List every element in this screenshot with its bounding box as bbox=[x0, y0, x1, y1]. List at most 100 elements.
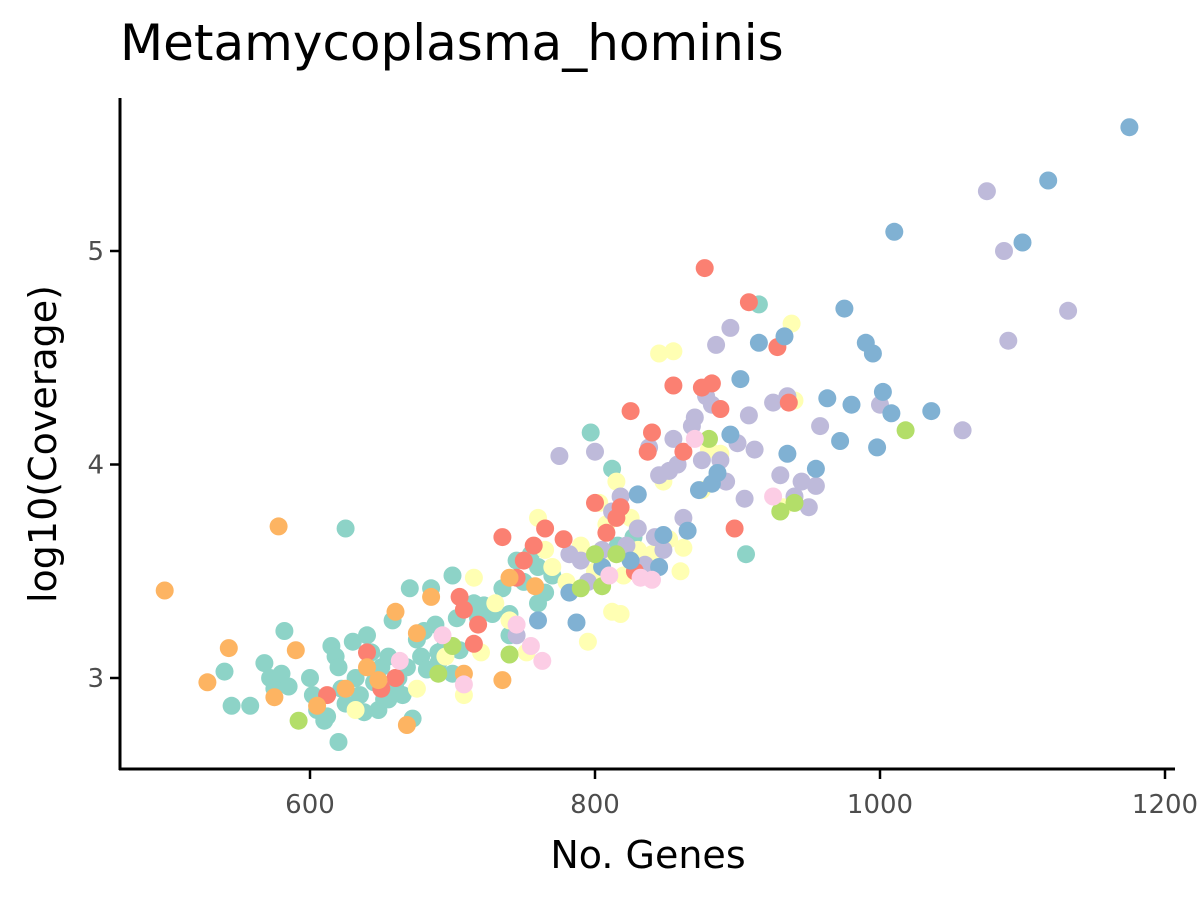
data-point bbox=[529, 594, 547, 613]
data-point bbox=[778, 444, 797, 463]
data-point bbox=[493, 671, 512, 690]
x-tick-label: 600 bbox=[285, 790, 335, 820]
data-point bbox=[764, 393, 783, 412]
data-point bbox=[792, 472, 811, 491]
data-point bbox=[443, 566, 462, 585]
data-point bbox=[685, 429, 704, 448]
data-point bbox=[286, 641, 305, 660]
data-point bbox=[977, 182, 996, 201]
data-point bbox=[581, 423, 600, 442]
y-ticks: 3 4 5 bbox=[87, 237, 120, 694]
data-point bbox=[896, 421, 915, 440]
data-point bbox=[597, 523, 616, 542]
data-point bbox=[586, 545, 604, 564]
data-point bbox=[255, 654, 274, 673]
data-point bbox=[289, 711, 308, 730]
y-axis-title: log10(Coverage) bbox=[21, 285, 65, 603]
data-point bbox=[628, 519, 647, 538]
data-point bbox=[842, 395, 861, 414]
x-axis-title: No. Genes bbox=[550, 833, 745, 877]
data-point bbox=[454, 600, 473, 619]
data-point bbox=[771, 466, 790, 485]
data-point bbox=[346, 701, 365, 719]
data-point bbox=[358, 643, 376, 662]
data-point bbox=[621, 551, 640, 570]
data-point bbox=[464, 634, 483, 653]
data-point bbox=[739, 293, 758, 312]
x-tick-label: 800 bbox=[570, 790, 620, 820]
data-point bbox=[799, 498, 818, 517]
data-point bbox=[745, 440, 764, 459]
data-point bbox=[400, 579, 419, 598]
data-point bbox=[536, 519, 555, 538]
data-point bbox=[407, 679, 426, 698]
data-point bbox=[702, 374, 721, 393]
data-point bbox=[685, 408, 704, 427]
data-point bbox=[336, 679, 355, 698]
data-point bbox=[550, 447, 569, 465]
data-point bbox=[607, 545, 626, 564]
data-point bbox=[600, 566, 619, 585]
data-point bbox=[806, 459, 825, 478]
data-point bbox=[678, 521, 697, 540]
data-point bbox=[567, 613, 586, 632]
data-point bbox=[524, 536, 543, 555]
data-point bbox=[708, 464, 727, 482]
data-point bbox=[222, 696, 241, 715]
data-point bbox=[1059, 301, 1078, 320]
x-tick-label: 1200 bbox=[1132, 790, 1198, 820]
data-point bbox=[500, 568, 519, 587]
data-point bbox=[433, 626, 452, 645]
data-point bbox=[707, 335, 726, 354]
data-point bbox=[650, 344, 669, 363]
y-tick-label: 5 bbox=[87, 237, 104, 267]
data-point bbox=[493, 528, 512, 547]
data-point bbox=[674, 538, 693, 557]
data-point bbox=[407, 624, 426, 643]
data-point bbox=[700, 429, 718, 448]
data-point bbox=[749, 333, 768, 352]
data-point bbox=[922, 402, 941, 421]
data-point bbox=[554, 530, 573, 549]
data-point bbox=[664, 429, 683, 448]
data-point bbox=[731, 370, 750, 389]
data-point bbox=[695, 259, 714, 278]
data-point bbox=[429, 664, 448, 683]
data-point bbox=[533, 651, 552, 670]
data-point bbox=[643, 423, 661, 442]
data-point bbox=[611, 498, 630, 517]
data-point bbox=[711, 400, 730, 418]
data-point bbox=[336, 519, 355, 538]
data-point bbox=[863, 344, 882, 363]
data-point bbox=[621, 402, 640, 421]
data-point bbox=[358, 626, 376, 645]
data-point bbox=[571, 551, 590, 570]
data-point bbox=[999, 331, 1018, 350]
data-point bbox=[1120, 118, 1139, 137]
data-point bbox=[529, 558, 547, 576]
data-point bbox=[739, 406, 758, 425]
data-point bbox=[664, 376, 683, 395]
data-point bbox=[811, 417, 830, 436]
data-point bbox=[638, 442, 657, 461]
data-point bbox=[301, 669, 319, 687]
data-point bbox=[674, 442, 693, 461]
data-point bbox=[265, 688, 284, 707]
data-point bbox=[671, 562, 690, 581]
data-point bbox=[818, 389, 837, 408]
data-point bbox=[454, 675, 473, 694]
data-point bbox=[586, 493, 604, 512]
data-point bbox=[155, 581, 174, 600]
data-point bbox=[868, 438, 887, 457]
data-point bbox=[275, 622, 294, 640]
x-ticks: 600 800 1000 1200 bbox=[285, 769, 1198, 820]
data-point bbox=[771, 502, 790, 521]
data-point bbox=[526, 577, 545, 596]
data-point bbox=[721, 425, 740, 444]
data-point bbox=[785, 493, 804, 512]
data-point bbox=[831, 432, 850, 450]
data-point bbox=[329, 658, 348, 677]
data-point bbox=[279, 677, 298, 696]
data-point bbox=[654, 540, 673, 559]
data-point bbox=[198, 673, 217, 692]
